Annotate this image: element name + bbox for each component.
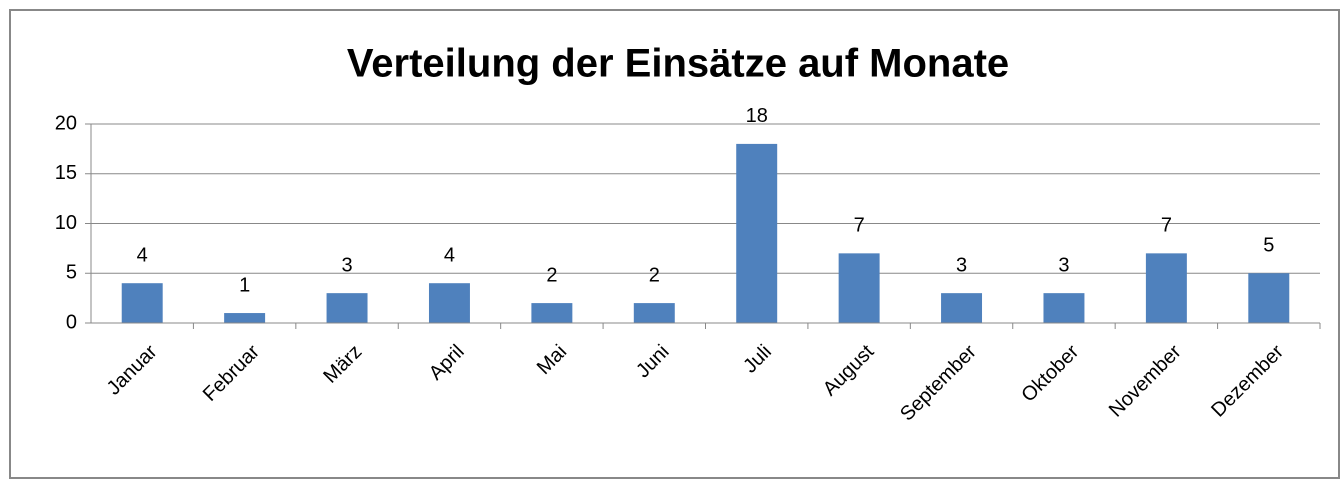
bar <box>736 143 778 323</box>
y-tick-label: 5 <box>66 262 77 284</box>
y-tick-label: 0 <box>66 311 77 333</box>
bar <box>838 253 880 323</box>
y-tick-label: 20 <box>55 112 77 134</box>
data-label: 2 <box>546 264 557 286</box>
bar <box>428 283 470 323</box>
bar <box>224 313 266 323</box>
data-label: 4 <box>444 244 455 266</box>
bar <box>1145 253 1187 323</box>
bar <box>121 283 163 323</box>
bar <box>1248 273 1290 323</box>
data-label: 3 <box>341 254 352 276</box>
bar <box>326 293 368 323</box>
y-tick-label: 15 <box>55 162 77 184</box>
chart-title: Verteilung der Einsätze auf Monate <box>347 42 1009 86</box>
data-label: 1 <box>239 274 250 296</box>
data-label: 7 <box>854 215 865 237</box>
data-label: 3 <box>956 254 967 276</box>
data-label: 18 <box>746 105 768 127</box>
bar <box>531 303 573 323</box>
chart-frame <box>9 9 1340 479</box>
bar <box>633 303 675 323</box>
bar <box>941 293 983 323</box>
data-label: 2 <box>649 264 660 286</box>
data-label: 7 <box>1161 215 1172 237</box>
data-label: 4 <box>137 244 148 266</box>
data-label: 3 <box>1058 254 1069 276</box>
bar <box>1043 293 1085 323</box>
data-label: 5 <box>1263 235 1274 257</box>
y-tick-label: 10 <box>55 212 77 234</box>
